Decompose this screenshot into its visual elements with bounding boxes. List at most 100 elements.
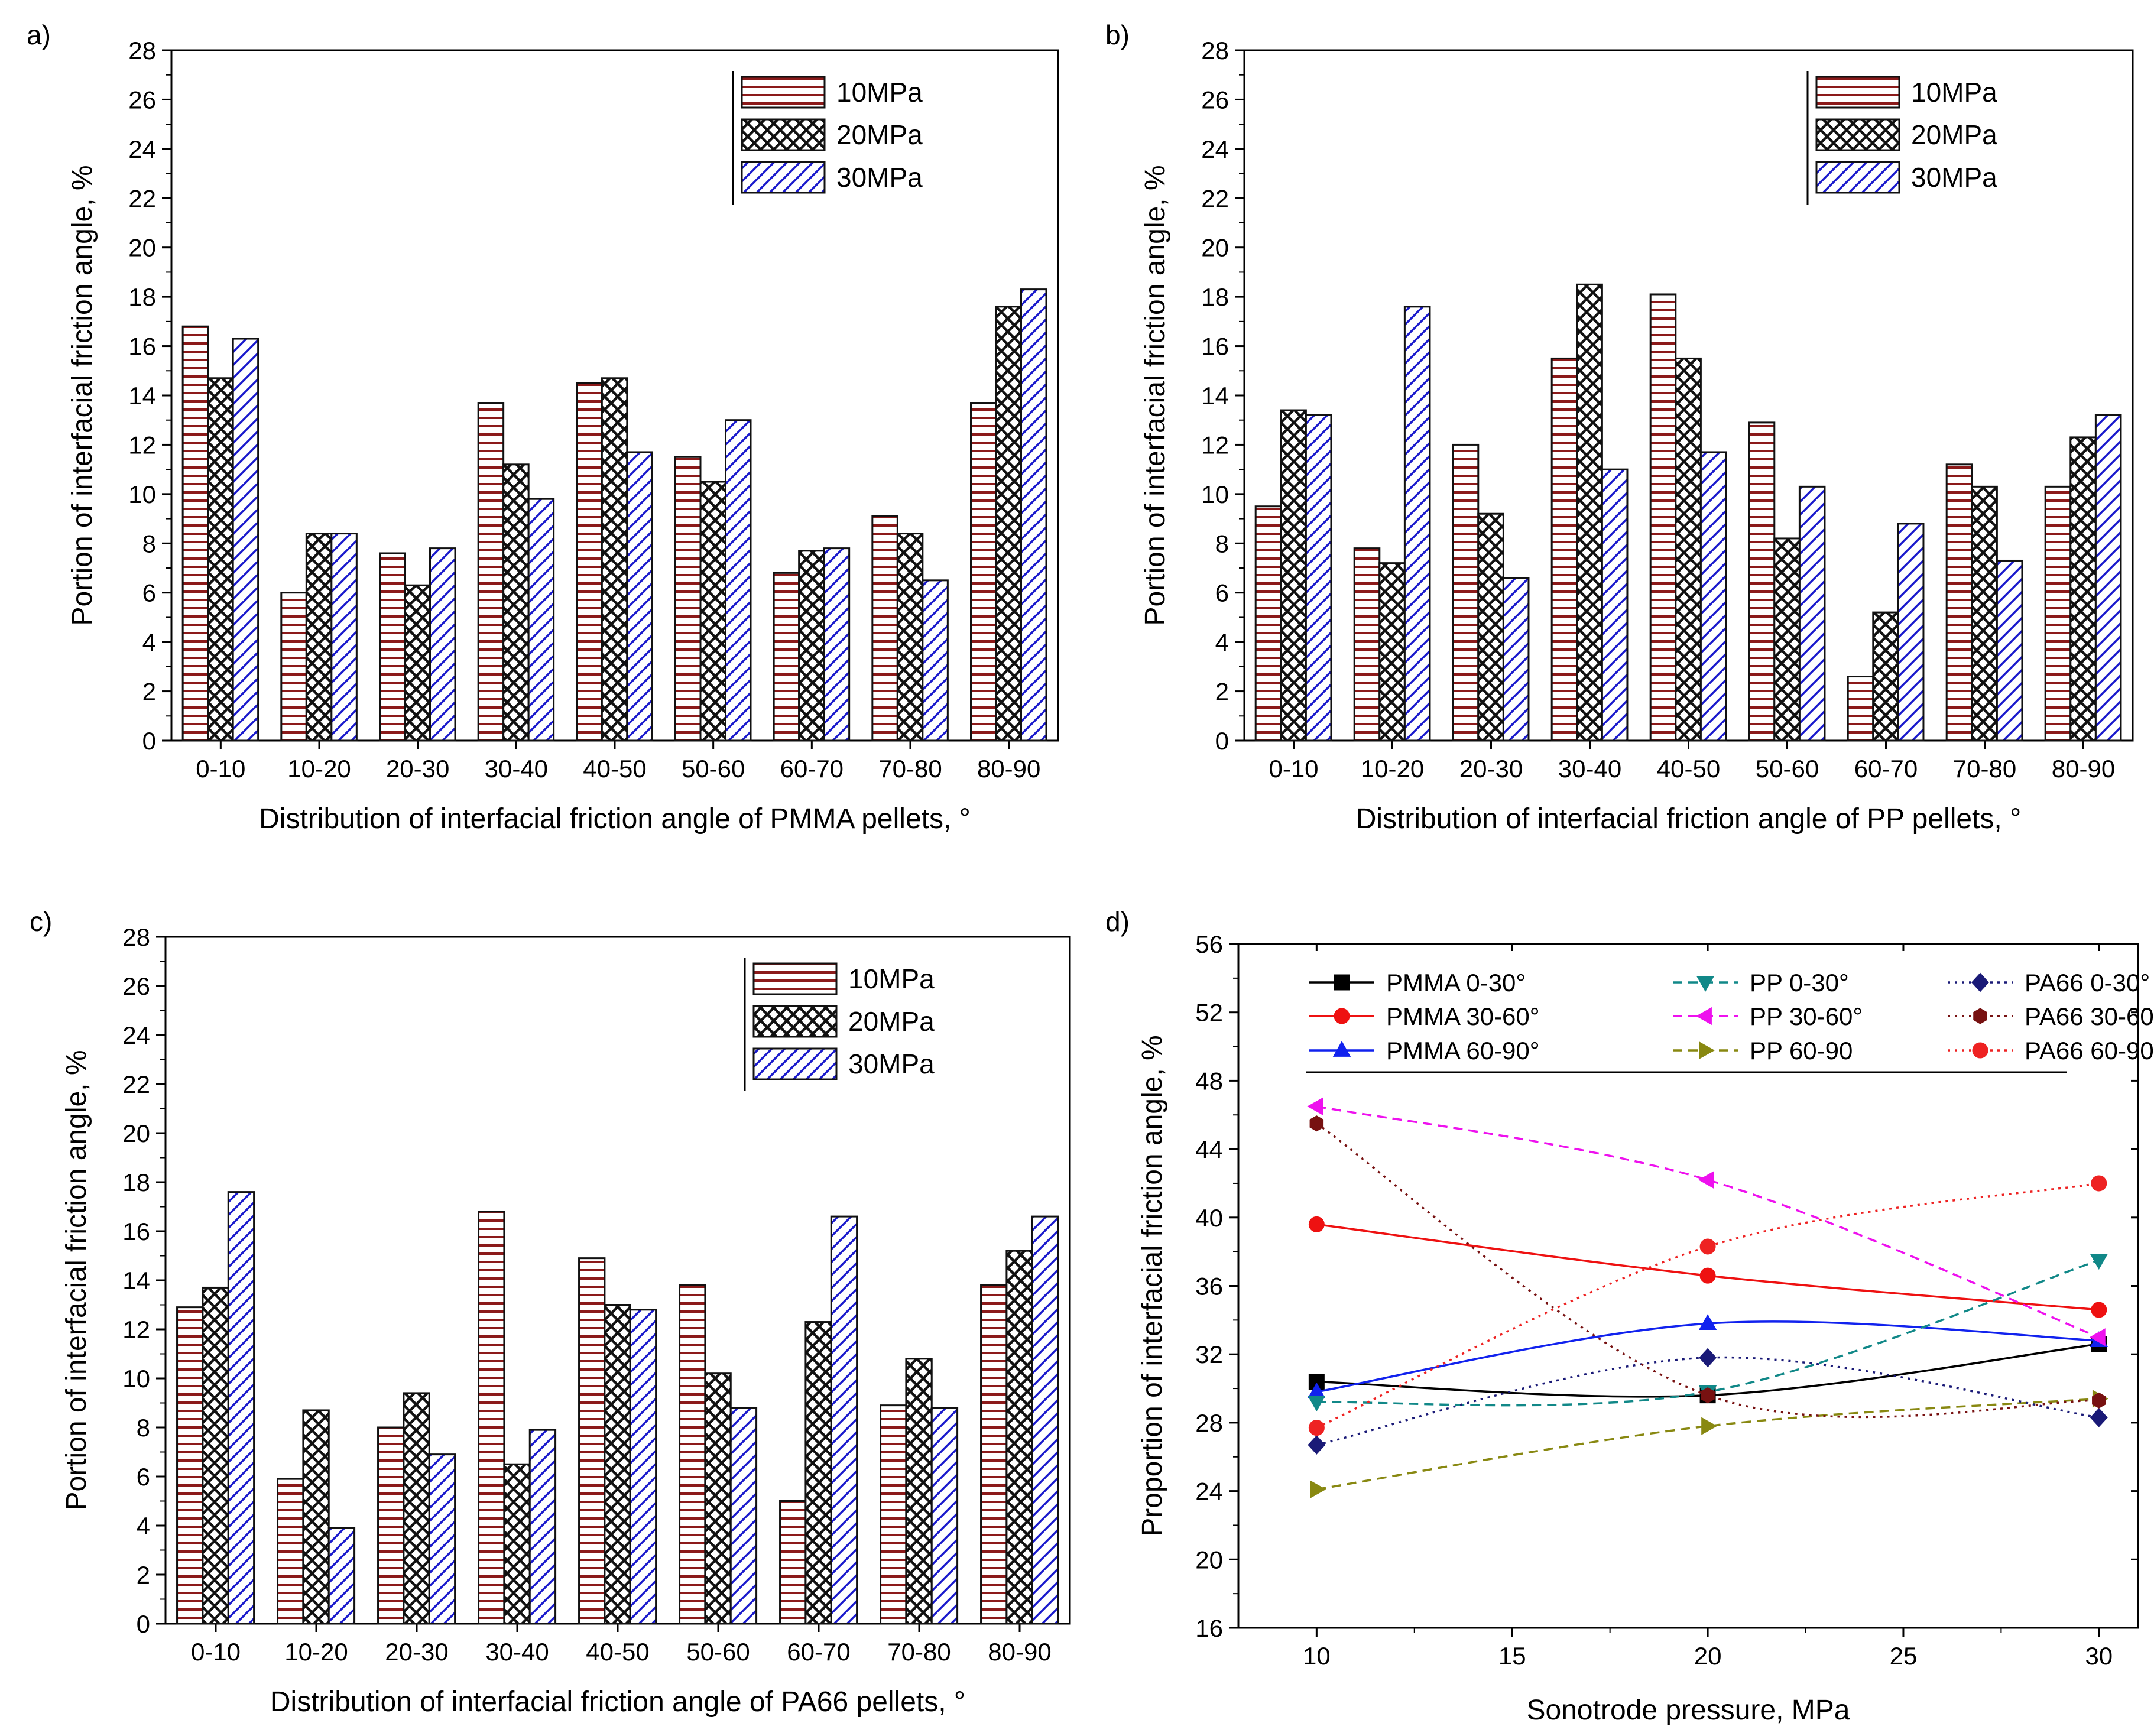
series-line-1	[1316, 1223, 2099, 1311]
x-tick-label-2: 20	[1694, 1642, 1722, 1670]
legend-marker-7	[1973, 1008, 1987, 1024]
bar-20MPa-50-60	[699, 481, 726, 742]
point-1-2	[2091, 1302, 2107, 1318]
bar-30MPa-20-30	[1502, 577, 1530, 742]
legend-label-7: PA66 30-60°	[2025, 1002, 2154, 1030]
series-line-5	[1316, 1397, 2099, 1491]
bar-20MPa-70-80	[1971, 485, 1998, 742]
bar-30MPa-40-50	[1699, 451, 1727, 742]
bar-30MPa-30-40	[528, 1429, 557, 1625]
bar-10MPa-30-40	[1550, 357, 1578, 742]
bar-30MPa-80-90	[1031, 1215, 1059, 1625]
x-tick-label-0: 0-10	[1269, 755, 1318, 783]
legend-label-1: PMMA 30-60°	[1386, 1002, 1540, 1030]
legend-marker-5	[1699, 1041, 1715, 1060]
bar-10MPa-50-60	[674, 456, 702, 742]
bar-30MPa-60-70	[823, 547, 851, 742]
y-tick-label-13: 26	[128, 86, 156, 113]
bar-30MPa-0-10	[1305, 414, 1332, 742]
x-tick-label-1: 10-20	[287, 755, 351, 783]
y-tick-label-12: 24	[122, 1021, 150, 1049]
bar-30MPa-40-50	[629, 1309, 657, 1625]
y-tick-label-6: 12	[122, 1316, 150, 1344]
y-axis-label: Portion of interfacial friction angle, %	[67, 165, 98, 625]
bar-30MPa-50-60	[1798, 485, 1826, 742]
legend-marker-2	[1332, 1041, 1351, 1057]
bar-20MPa-50-60	[704, 1372, 732, 1625]
bar-10MPa-40-50	[1649, 293, 1677, 742]
y-tick-label-3: 6	[142, 579, 156, 607]
legend-swatch-20MPa	[741, 118, 826, 151]
legend-label-0: PMMA 0-30°	[1386, 969, 1526, 997]
bar-20MPa-80-90	[1005, 1250, 1033, 1625]
bar-10MPa-20-30	[1452, 443, 1480, 742]
y-tick-label-6: 12	[128, 431, 156, 459]
bar-20MPa-40-50	[604, 1304, 631, 1625]
y-tick-label-0: 0	[1215, 727, 1229, 755]
y-tick-label-1: 2	[137, 1561, 150, 1589]
bar-10MPa-80-90	[2044, 485, 2072, 742]
legend-swatch-30MPa	[741, 161, 826, 194]
bar-10MPa-50-60	[1748, 421, 1776, 742]
y-tick-label-10: 20	[122, 1120, 150, 1147]
bar-10MPa-0-10	[181, 325, 209, 742]
bar-20MPa-40-50	[1675, 357, 1702, 742]
y-tick-label-10: 56	[1195, 930, 1223, 958]
x-tick-label-6: 60-70	[780, 755, 844, 783]
bar-30MPa-10-20	[330, 533, 358, 742]
y-tick-label-5: 36	[1195, 1273, 1223, 1300]
y-tick-label-2: 24	[1195, 1478, 1223, 1505]
bar-20MPa-20-30	[1477, 512, 1504, 742]
x-tick-label-5: 50-60	[686, 1638, 750, 1666]
y-tick-label-8: 16	[1201, 333, 1229, 361]
bar-10MPa-80-90	[970, 402, 997, 742]
panel-label-d: d)	[1105, 906, 1130, 937]
bar-20MPa-50-60	[1773, 537, 1801, 742]
point-5-0	[1310, 1480, 1326, 1498]
point-6-0	[1308, 1435, 1326, 1455]
y-tick-label-7: 14	[128, 382, 156, 410]
point-4-1	[1698, 1171, 1714, 1189]
bar-30MPa-10-20	[327, 1527, 356, 1625]
bar-10MPa-70-80	[1945, 463, 1973, 742]
y-tick-label-6: 40	[1195, 1204, 1223, 1232]
legend-marker-4	[1696, 1007, 1712, 1026]
bar-10MPa-10-20	[1353, 547, 1381, 742]
y-tick-label-9: 18	[128, 283, 156, 311]
legend-label-10MPa: 10MPa	[836, 77, 923, 108]
bar-30MPa-50-60	[729, 1407, 758, 1625]
legend-marker-6	[1971, 972, 1989, 992]
x-tick-label-2: 20-30	[385, 1638, 448, 1666]
bar-20MPa-60-70	[804, 1321, 832, 1625]
legend-swatch-20MPa	[1815, 118, 1900, 151]
legend-swatch-30MPa	[752, 1047, 838, 1080]
bar-30MPa-50-60	[725, 419, 752, 742]
bar-20MPa-60-70	[798, 550, 825, 742]
legend-label-3: PP 0-30°	[1750, 969, 1849, 997]
x-tick-label-2: 20-30	[386, 755, 449, 783]
series-line-6	[1316, 1356, 2100, 1446]
bar-20MPa-30-40	[503, 1463, 531, 1625]
y-tick-label-10: 20	[1201, 234, 1229, 262]
legend-label-5: PP 60-90	[1750, 1037, 1853, 1065]
x-tick-label-6: 60-70	[787, 1638, 850, 1666]
x-tick-label-1: 10-20	[284, 1638, 348, 1666]
x-tick-label-3: 30-40	[485, 755, 548, 783]
x-tick-label-4: 30	[2085, 1642, 2113, 1670]
series-line-4	[1316, 1105, 2100, 1338]
legend-label-2: PMMA 60-90°	[1386, 1037, 1540, 1065]
y-tick-label-4: 8	[137, 1414, 150, 1442]
y-axis-label: Portion of interfacial friction angle, %	[1140, 165, 1171, 625]
x-axis-label: Sonotrode pressure, MPa	[1527, 1695, 1850, 1726]
x-tick-label-7: 70-80	[887, 1638, 951, 1666]
bar-30MPa-80-90	[2094, 414, 2122, 742]
bar-10MPa-20-30	[379, 552, 406, 742]
bar-30MPa-70-80	[1996, 559, 2023, 742]
x-tick-label-5: 50-60	[682, 755, 745, 783]
bar-30MPa-0-10	[227, 1191, 255, 1625]
legend-marker-3	[1696, 976, 1715, 992]
bar-20MPa-70-80	[896, 533, 924, 742]
